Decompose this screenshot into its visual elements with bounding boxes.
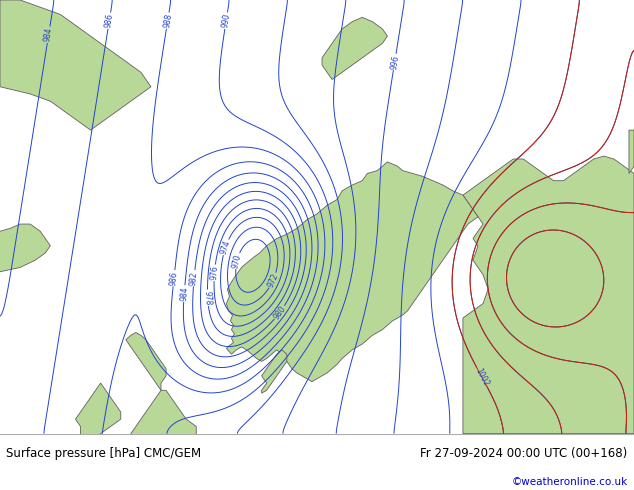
- Text: 970: 970: [231, 253, 243, 269]
- Text: 974: 974: [219, 239, 232, 256]
- Text: 972: 972: [266, 272, 280, 289]
- Polygon shape: [124, 391, 197, 463]
- Polygon shape: [75, 383, 120, 441]
- Text: 986: 986: [104, 13, 115, 28]
- Text: 976: 976: [209, 265, 219, 280]
- Text: 984: 984: [43, 27, 55, 43]
- Text: 982: 982: [189, 270, 199, 286]
- Polygon shape: [262, 350, 287, 393]
- Polygon shape: [0, 224, 50, 275]
- Polygon shape: [226, 162, 478, 382]
- Polygon shape: [126, 333, 166, 391]
- Text: 980: 980: [272, 304, 288, 321]
- Text: ©weatheronline.co.uk: ©weatheronline.co.uk: [512, 477, 628, 487]
- Polygon shape: [629, 130, 634, 173]
- Polygon shape: [322, 17, 387, 79]
- Text: 990: 990: [221, 13, 231, 28]
- Text: Surface pressure [hPa] CMC/GEM: Surface pressure [hPa] CMC/GEM: [6, 447, 202, 460]
- Text: 984: 984: [179, 286, 190, 301]
- Polygon shape: [0, 0, 151, 130]
- Text: 988: 988: [162, 13, 173, 28]
- Text: 986: 986: [169, 270, 179, 286]
- Text: 978: 978: [203, 290, 212, 305]
- Text: 1002: 1002: [474, 367, 491, 388]
- Polygon shape: [463, 156, 634, 434]
- Text: 996: 996: [389, 54, 400, 70]
- Text: Fr 27-09-2024 00:00 UTC (00+168): Fr 27-09-2024 00:00 UTC (00+168): [420, 447, 628, 460]
